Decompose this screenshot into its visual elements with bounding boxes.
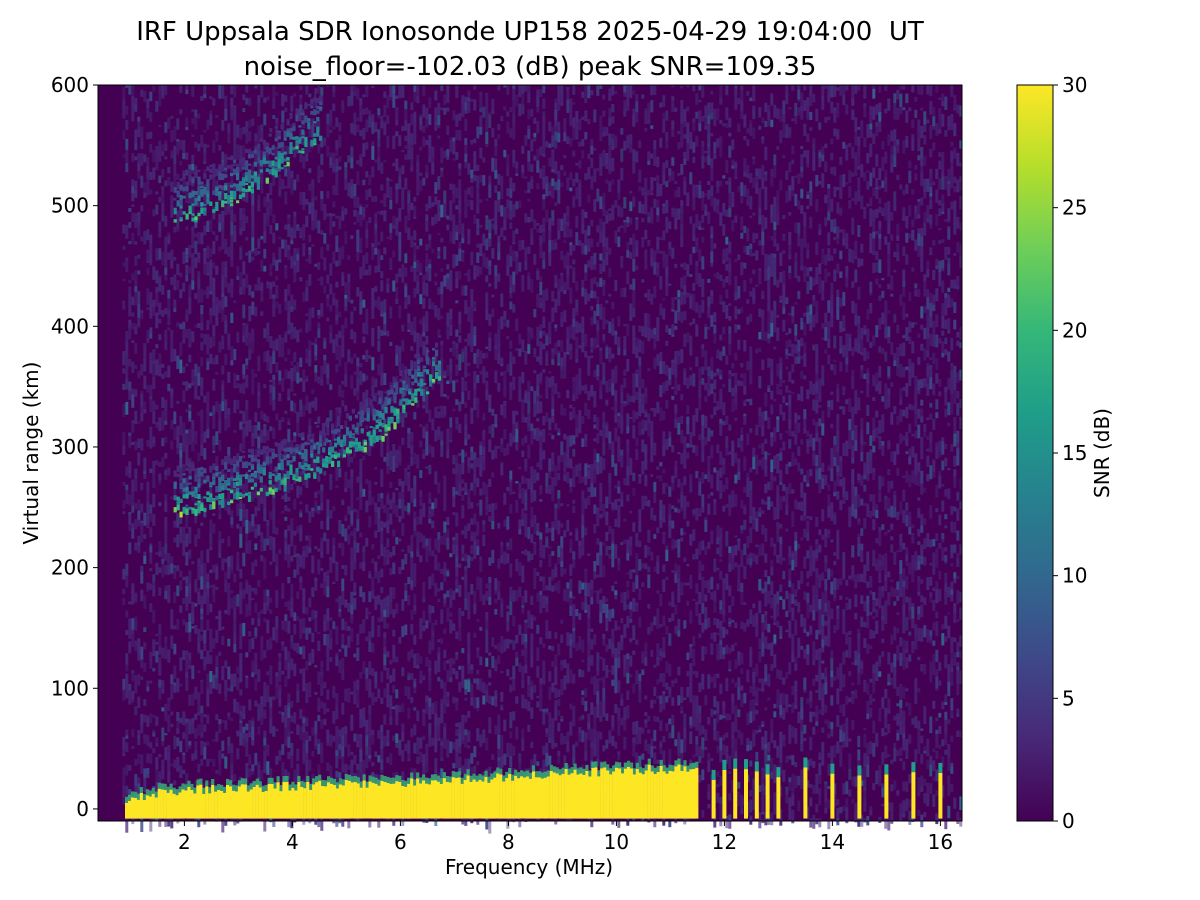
x-tick-label: 12 <box>712 830 737 854</box>
channel-bar <box>776 777 781 819</box>
y-tick-label: 500 <box>51 194 89 218</box>
channel-bar-edge <box>857 765 862 776</box>
channel-bar <box>765 774 770 819</box>
channel-bar-edge <box>733 758 738 769</box>
channel-bar-edge <box>803 757 808 768</box>
channel-bar <box>857 775 862 819</box>
y-tick-label: 100 <box>51 676 89 700</box>
channel-bar <box>744 769 748 819</box>
colorbar-tick-label: 25 <box>1062 196 1087 220</box>
channel-bar-edge <box>754 761 759 772</box>
channel-bar-edge <box>911 762 916 773</box>
x-tick-label: 14 <box>820 830 845 854</box>
x-tick-label: 8 <box>502 830 515 854</box>
y-tick-label: 600 <box>51 73 89 97</box>
y-tick-label: 400 <box>51 314 89 338</box>
channel-bar <box>884 774 889 819</box>
channel-bar <box>938 772 943 819</box>
channel-bar <box>733 768 738 819</box>
channel-bar-edge <box>830 763 835 774</box>
x-tick-label: 2 <box>178 830 191 854</box>
channel-bar <box>911 772 916 819</box>
channel-bar-edge <box>938 762 943 773</box>
colorbar-tick-label: 15 <box>1062 441 1087 465</box>
channel-bar <box>754 771 759 819</box>
y-axis-label: Virtual range (km) <box>19 362 43 545</box>
x-tick-label: 4 <box>286 830 299 854</box>
discrete-channels <box>711 757 943 819</box>
colorbar-tick-label: 30 <box>1062 73 1087 97</box>
echo-trace-ground-clutter <box>125 758 699 819</box>
channel-bar-edge <box>711 769 716 780</box>
channel-bar-edge <box>776 767 781 778</box>
colorbar-label: SNR (dB) <box>1090 408 1114 498</box>
y-tick-label: 0 <box>76 797 89 821</box>
channel-bar <box>722 770 727 819</box>
colorbar-tick-label: 0 <box>1062 809 1075 833</box>
colorbar-tick-label: 10 <box>1062 564 1087 588</box>
colorbar-tick-label: 5 <box>1062 686 1075 710</box>
x-tick-label: 6 <box>394 830 407 854</box>
echo-trace-f-layer <box>173 335 442 518</box>
y-tick-label: 200 <box>51 556 89 580</box>
channel-bar-edge <box>884 764 889 775</box>
chart-subtitle: noise_floor=-102.03 (dB) peak SNR=109.35 <box>243 52 817 82</box>
plot-frame <box>97 84 963 822</box>
channel-bar <box>711 779 716 819</box>
x-tick-label: 16 <box>928 830 953 854</box>
colorbar-tick-label: 20 <box>1062 318 1087 342</box>
x-tick-label: 10 <box>604 830 629 854</box>
channel-bar <box>830 773 835 819</box>
channel-bar-edge <box>765 764 770 775</box>
x-axis-label: Frequency (MHz) <box>445 855 613 879</box>
y-tick-label: 300 <box>51 435 89 459</box>
chart-title: IRF Uppsala SDR Ionosonde UP158 2025-04-… <box>136 17 924 47</box>
colorbar <box>1016 84 1054 822</box>
channel-bar-edge <box>722 760 727 770</box>
channel-bar <box>803 767 808 819</box>
echo-trace-f-layer-multihop <box>173 93 323 223</box>
channel-bar-edge <box>744 759 748 770</box>
